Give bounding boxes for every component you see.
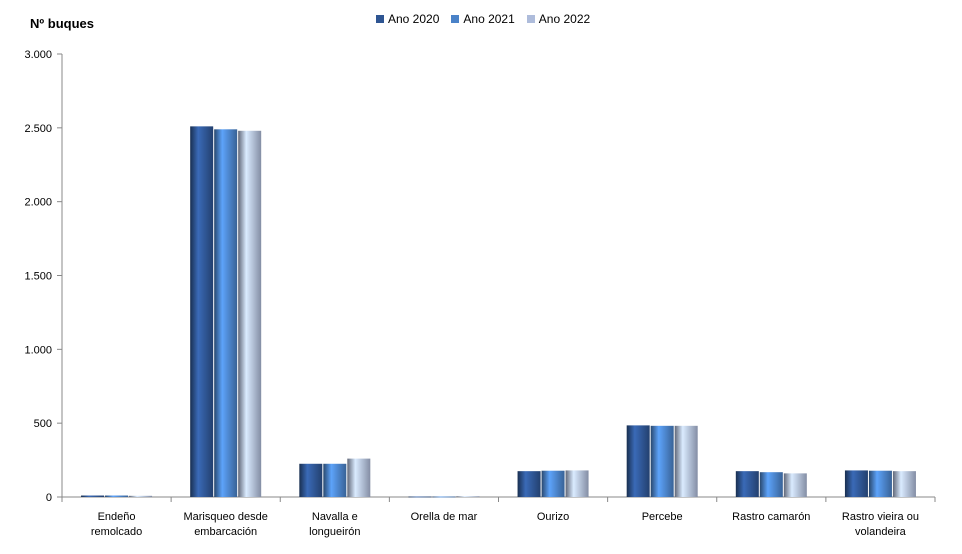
bar-ano-2022 [892, 471, 916, 497]
legend-swatch-2021 [451, 15, 460, 23]
legend-label-2020: Ano 2020 [388, 12, 440, 26]
legend: Ano 2020 Ano 2021 Ano 2022 [376, 12, 590, 26]
legend-label-2021: Ano 2021 [463, 12, 515, 26]
bar-ano-2022 [783, 473, 807, 497]
y-tick-label: 3.000 [24, 49, 52, 61]
bar-ano-2021 [541, 470, 565, 497]
y-tick-label: 1.000 [24, 344, 52, 356]
bar-ano-2022 [347, 458, 371, 497]
x-category-label: Percebe [642, 511, 683, 523]
legend-item-2021: Ano 2021 [451, 12, 515, 26]
bar-ano-2022 [565, 470, 589, 497]
x-category-label: Rastro camarón [732, 511, 810, 523]
bar-ano-2021 [432, 496, 456, 498]
y-axis-title: Nº buques [30, 16, 94, 31]
legend-item-2022: Ano 2022 [526, 12, 591, 26]
x-category-label: volandeira [855, 526, 907, 538]
x-category-label: remolcado [91, 526, 142, 538]
y-tick-label: 2.000 [24, 197, 52, 209]
bar-ano-2021 [868, 470, 892, 497]
bar-ano-2022 [456, 496, 480, 498]
legend-item-2020: Ano 2020 [376, 12, 439, 26]
bar-ano-2020 [844, 470, 868, 497]
bar-ano-2020 [299, 463, 323, 497]
bar-ano-2020 [81, 495, 105, 497]
bar-ano-2021 [105, 495, 129, 497]
bar-ano-2020 [517, 471, 541, 497]
x-category-label: Navalla e [312, 511, 358, 523]
legend-swatch-2022 [526, 15, 535, 23]
bar-ano-2022 [129, 495, 153, 497]
y-tick-label: 500 [34, 418, 52, 430]
legend-label-2022: Ano 2022 [538, 12, 591, 26]
bar-ano-2020 [626, 425, 650, 497]
y-tick-label: 1.500 [24, 271, 52, 283]
legend-swatch-2020 [376, 15, 384, 23]
bar-ano-2021 [323, 463, 347, 497]
bar-ano-2021 [214, 129, 238, 497]
x-category-label: Ourizo [537, 511, 569, 523]
x-category-label: longueirón [309, 526, 360, 538]
y-tick-label: 0 [46, 492, 52, 504]
x-category-label: Marisqueo desde [183, 511, 267, 523]
bar-ano-2020 [190, 126, 214, 498]
y-tick-label: 2.500 [24, 123, 52, 135]
x-category-label: Endeño [98, 511, 136, 523]
bar-ano-2020 [735, 471, 759, 497]
x-category-label: embarcación [194, 526, 257, 538]
bar-ano-2021 [759, 472, 783, 497]
bar-ano-2022 [238, 130, 262, 497]
bar-ano-2022 [674, 425, 698, 497]
bar-ano-2020 [408, 496, 432, 498]
x-category-label: Orella de mar [411, 511, 478, 523]
bar-ano-2021 [650, 425, 674, 497]
x-category-label: Rastro vieira ou [842, 511, 919, 523]
